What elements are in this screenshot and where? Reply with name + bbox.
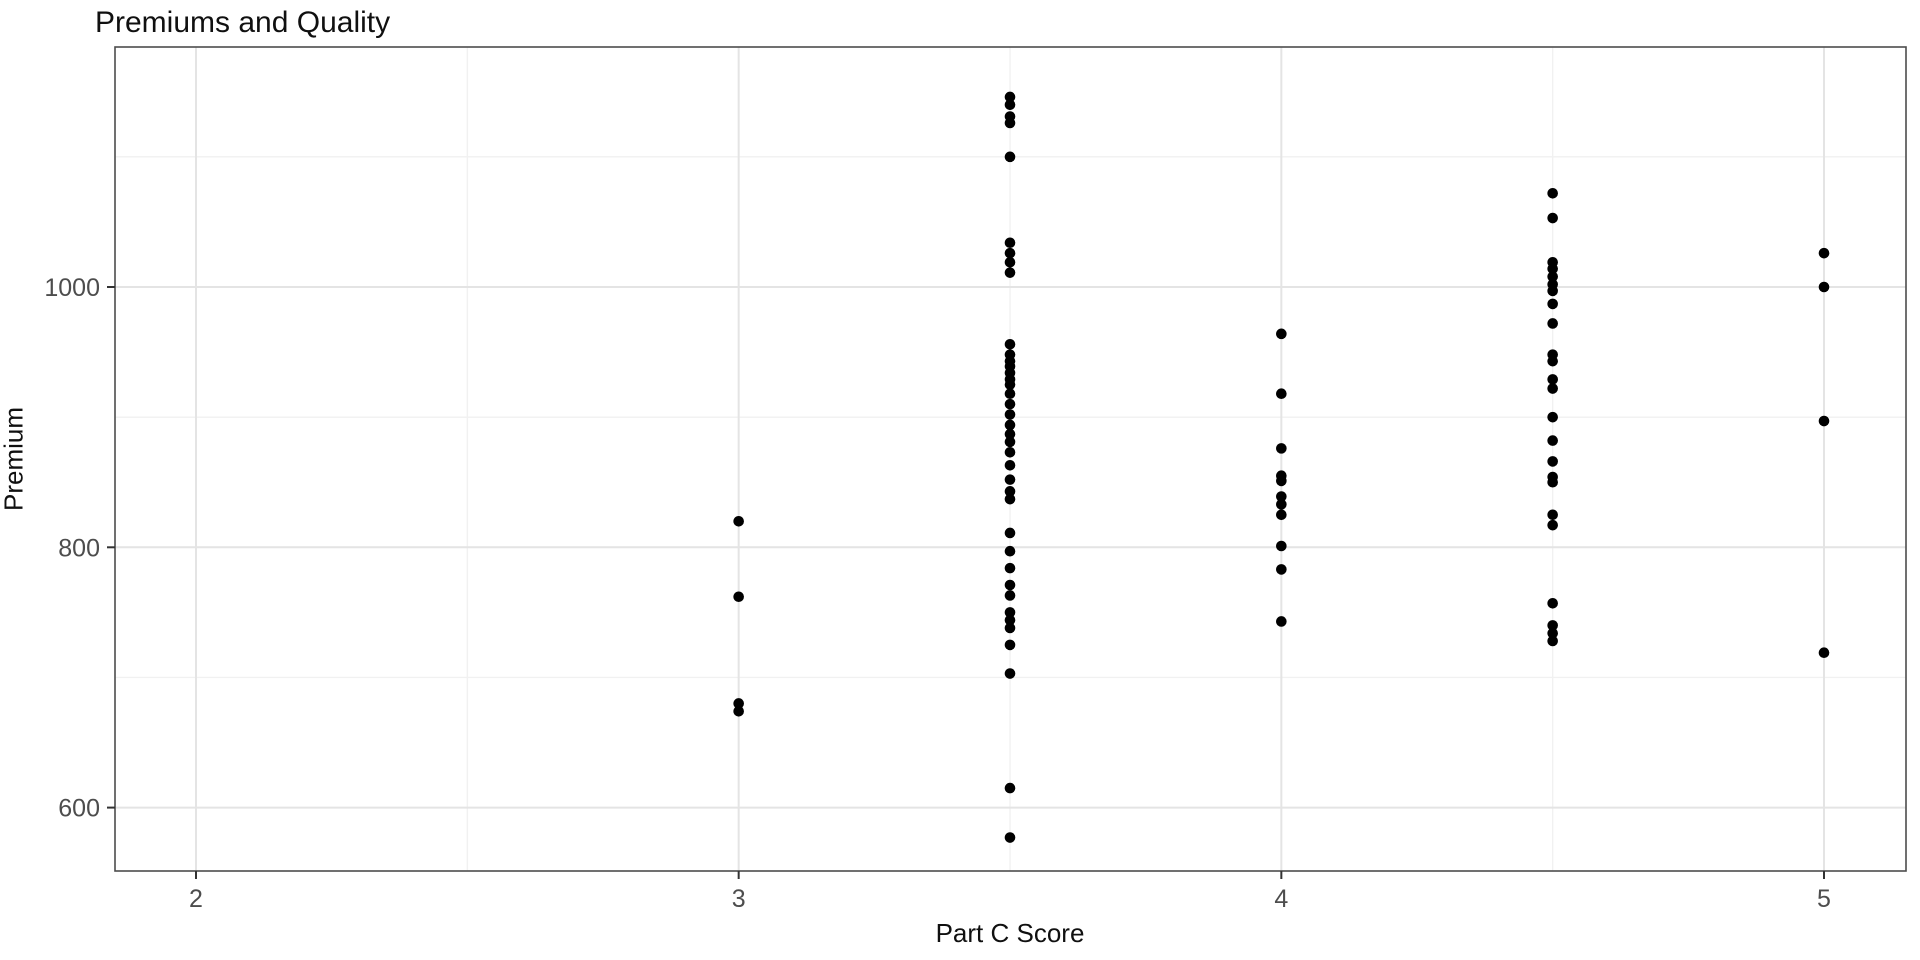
data-point	[1004, 151, 1016, 163]
data-point	[1818, 281, 1830, 293]
data-point	[1547, 271, 1558, 282]
data-point	[1004, 832, 1016, 843]
x-axis-tick-label: 4	[1274, 885, 1288, 913]
data-point	[1276, 509, 1287, 521]
y-axis-tick-label: 800	[58, 534, 100, 562]
data-point	[1547, 476, 1558, 488]
data-point	[1547, 411, 1558, 423]
data-point	[1004, 639, 1016, 651]
data-point	[1547, 355, 1558, 367]
data-point	[733, 515, 744, 527]
data-point	[1004, 607, 1016, 618]
data-point	[1547, 635, 1558, 647]
data-point	[733, 591, 744, 603]
data-point	[1004, 527, 1016, 539]
data-point	[1004, 419, 1016, 431]
data-point	[1004, 388, 1016, 400]
data-point	[1004, 562, 1016, 574]
data-point	[1547, 187, 1558, 199]
x-axis-tick-label: 3	[732, 885, 746, 913]
data-point	[1004, 379, 1016, 390]
data-point	[1276, 616, 1287, 627]
data-point	[1004, 99, 1016, 111]
x-axis-title: Part C Score	[935, 918, 1085, 948]
data-point	[1004, 267, 1016, 278]
data-point	[1276, 443, 1287, 454]
data-point	[1547, 435, 1558, 446]
data-point	[1004, 256, 1016, 268]
data-point	[1276, 540, 1287, 552]
data-point	[1547, 263, 1558, 275]
data-point	[1004, 428, 1016, 440]
data-point	[1004, 493, 1016, 505]
data-point	[1276, 491, 1287, 502]
data-point	[1004, 237, 1016, 249]
data-point	[1276, 564, 1287, 575]
data-point	[1004, 614, 1016, 626]
data-point	[1004, 622, 1016, 634]
data-point	[1004, 247, 1016, 259]
data-point	[1004, 782, 1016, 794]
data-point	[1547, 383, 1558, 394]
data-point	[1818, 247, 1830, 259]
data-point	[733, 705, 744, 717]
data-point	[1276, 499, 1287, 510]
x-axis-tick-label: 5	[1817, 885, 1831, 913]
data-point	[1004, 117, 1016, 129]
data-point	[1547, 627, 1558, 639]
data-point	[1004, 338, 1016, 350]
data-point	[1004, 590, 1016, 601]
y-axis-tick-label: 600	[58, 795, 100, 823]
data-point	[1547, 456, 1558, 467]
x-axis-tick-label: 2	[189, 885, 203, 913]
data-point	[1004, 579, 1016, 591]
data-point	[1004, 486, 1016, 497]
data-point	[1818, 415, 1830, 427]
data-point	[1547, 374, 1558, 385]
data-point	[1004, 474, 1016, 485]
data-point	[1547, 212, 1558, 224]
data-point	[1276, 328, 1287, 340]
data-point	[1547, 597, 1558, 609]
data-point	[1004, 668, 1016, 679]
data-point	[733, 698, 744, 709]
data-point	[1276, 475, 1287, 487]
data-point	[1547, 318, 1558, 329]
data-point	[1547, 519, 1558, 531]
data-point	[1004, 460, 1016, 471]
data-point	[1547, 298, 1558, 310]
data-point	[1547, 285, 1558, 297]
data-point	[1004, 409, 1016, 420]
data-point	[1547, 620, 1558, 631]
y-axis-title: Premium	[0, 406, 29, 512]
data-point	[1547, 509, 1558, 521]
data-point	[1004, 91, 1016, 103]
data-point	[1276, 388, 1287, 400]
data-point	[1004, 545, 1016, 557]
chart-title: Premiums and Quality	[95, 6, 391, 39]
y-axis-tick-label: 1000	[44, 274, 100, 302]
data-point	[1004, 446, 1016, 458]
data-point	[1004, 398, 1016, 410]
data-point	[1004, 436, 1016, 448]
panel-border	[114, 46, 1907, 872]
data-point	[1818, 647, 1830, 659]
